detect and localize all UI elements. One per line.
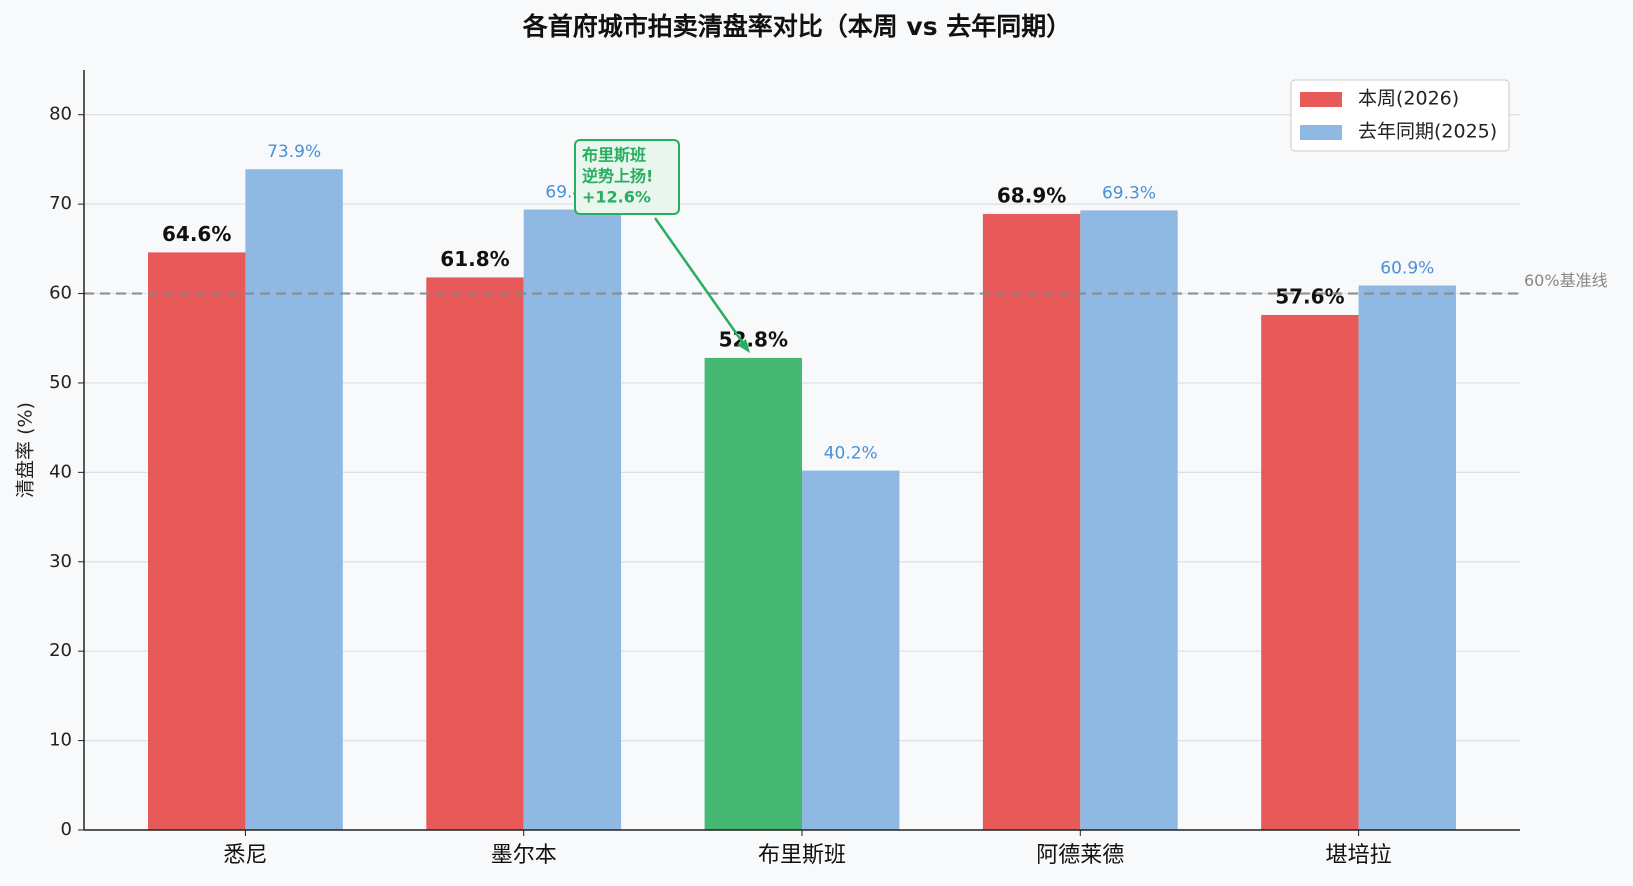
annotation-arrow: [653, 217, 750, 351]
value-label: 73.9%: [267, 142, 321, 162]
x-tick-label: 悉尼: [223, 843, 267, 868]
value-label: 68.9%: [997, 183, 1066, 207]
value-label: 52.8%: [719, 327, 788, 351]
y-tick-label: 0: [61, 819, 72, 840]
x-tick-label: 阿德莱德: [1036, 843, 1124, 868]
value-label: 60.9%: [1380, 258, 1434, 278]
legend-swatch: [1300, 125, 1342, 140]
annotation-text: 布里斯班: [582, 146, 646, 165]
legend-label: 本周(2026): [1358, 88, 1459, 110]
x-tick-label: 堪培拉: [1326, 843, 1392, 868]
y-tick-label: 40: [49, 461, 72, 482]
legend-swatch: [1300, 92, 1342, 107]
value-label: 40.2%: [824, 444, 878, 464]
y-tick-label: 70: [49, 193, 72, 214]
chart-title: 各首府城市拍卖清盘率对比（本周 vs 去年同期）: [522, 12, 1072, 41]
annotation-arrowhead: [737, 339, 750, 353]
annotation-text: 逆势上扬!: [582, 167, 653, 186]
value-label: 64.6%: [162, 222, 231, 246]
legend-box: [1290, 79, 1510, 152]
x-tick-label: 墨尔本: [491, 843, 557, 868]
bar: [523, 209, 622, 830]
y-tick-label: 20: [49, 640, 72, 661]
y-tick-label: 80: [49, 104, 72, 125]
y-tick-label: 50: [49, 372, 72, 393]
y-tick-label: 60: [49, 283, 72, 304]
legend-label: 去年同期(2025): [1358, 121, 1497, 143]
x-tick-label: 布里斯班: [758, 843, 846, 868]
y-axis-label: 清盘率 (%): [15, 402, 37, 498]
annotation-text: +12.6%: [582, 188, 651, 207]
value-label: 61.8%: [440, 247, 509, 271]
y-tick-label: 30: [49, 551, 72, 572]
bar: [982, 213, 1081, 830]
bar: [245, 169, 343, 830]
reference-label: 60%基准线: [1524, 271, 1608, 290]
bar: [1261, 314, 1359, 830]
bar: [704, 357, 802, 830]
bar: [1080, 210, 1178, 830]
bar: [802, 470, 900, 830]
y-tick-label: 10: [49, 730, 72, 751]
value-label: 57.6%: [1275, 284, 1344, 308]
bar: [148, 252, 246, 830]
value-label: 69.3%: [1102, 183, 1156, 203]
bar: [426, 277, 524, 830]
bar: [1358, 285, 1456, 830]
annotation-box: [574, 139, 680, 215]
